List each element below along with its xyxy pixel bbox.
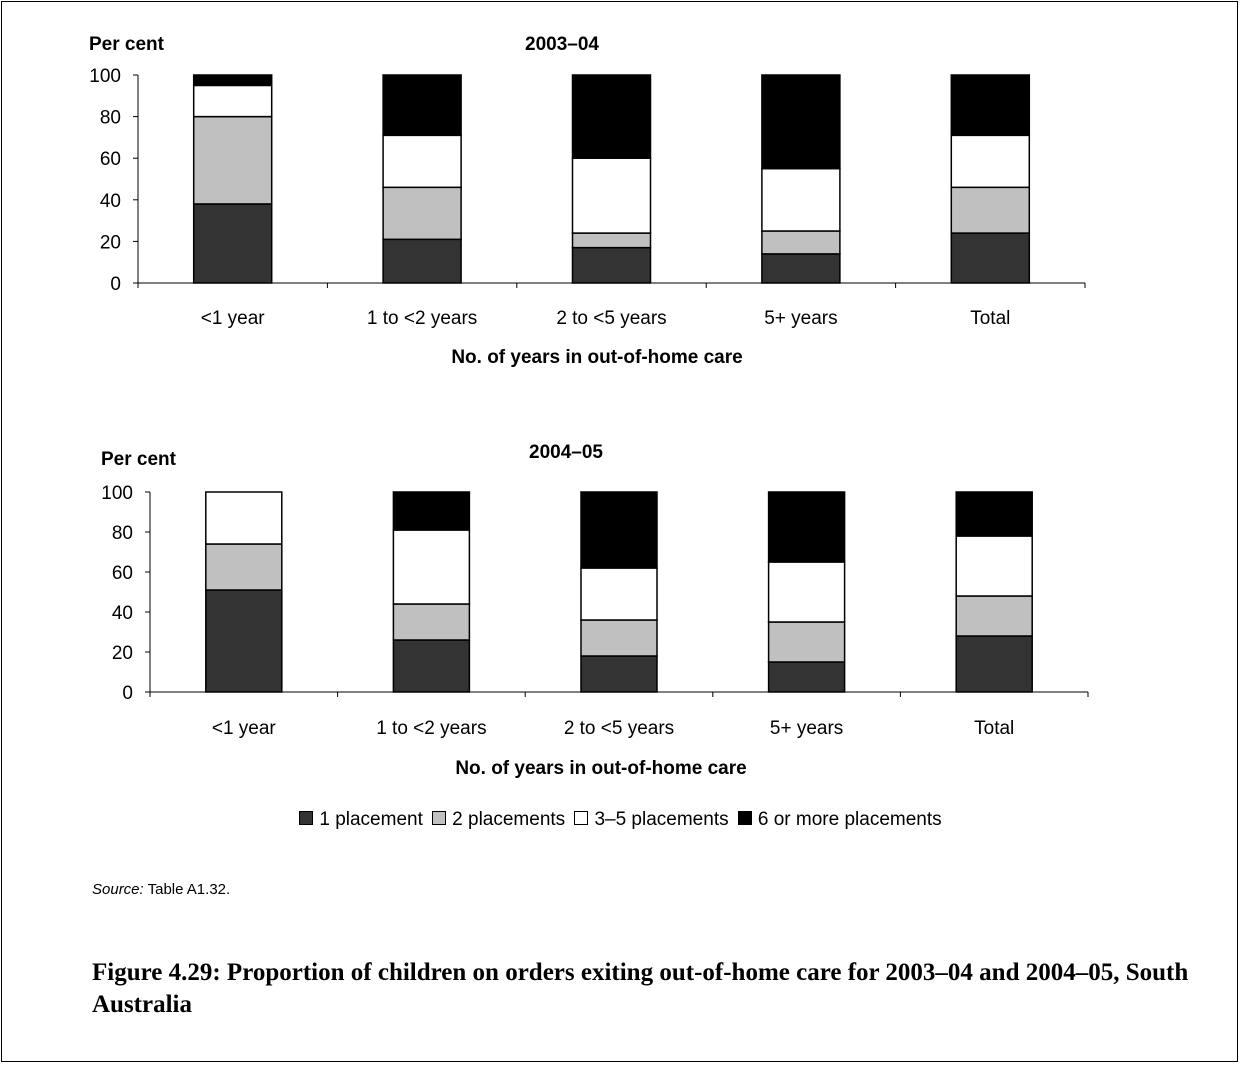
bar-segment bbox=[192, 84, 273, 118]
bar-segment bbox=[382, 74, 462, 137]
y-tick-label: 20 bbox=[100, 232, 121, 253]
legend-swatch bbox=[299, 811, 314, 825]
y-tick-label: 20 bbox=[112, 643, 133, 664]
bar-segment bbox=[382, 134, 462, 189]
legend-item: 2 placements bbox=[432, 809, 565, 831]
bar-segment bbox=[761, 167, 841, 232]
source-note: Source: Table A1.32. bbox=[92, 881, 230, 898]
bar-segment bbox=[392, 529, 471, 605]
bar-segment bbox=[392, 603, 471, 641]
bar-segment bbox=[382, 238, 462, 284]
legend-item: 1 placement bbox=[299, 809, 423, 831]
chart-title: 2004–05 bbox=[529, 442, 603, 463]
legend-item: 3–5 placements bbox=[574, 809, 729, 831]
legend-item: 6 or more placements bbox=[737, 809, 942, 831]
chart-2003-04: 2003–04 Per cent 0 20 40 60 80 100 <1 year 1 to <… bbox=[89, 34, 1086, 368]
legend-swatch bbox=[737, 811, 752, 825]
x-category-label: 2 to <5 years bbox=[564, 718, 674, 739]
y-tick-label: 0 bbox=[122, 683, 133, 704]
x-category-label: 5+ years bbox=[764, 308, 837, 329]
x-category-label: <1 year bbox=[212, 718, 277, 739]
chart-2004-05: 2004–05 Per cent 0 20 40 60 80 100 <1 year 1 to <… bbox=[101, 442, 1089, 779]
bar-segment bbox=[950, 134, 1031, 189]
source-text: Table A1.32. bbox=[143, 881, 231, 898]
bar-segment bbox=[205, 491, 283, 545]
y-tick-label: 60 bbox=[100, 149, 121, 170]
legend-swatch bbox=[574, 811, 589, 825]
bar-segment bbox=[955, 491, 1033, 537]
x-category-label: 5+ years bbox=[770, 718, 843, 739]
bar-segment bbox=[767, 621, 846, 663]
bar-segment bbox=[580, 567, 658, 621]
y-tick-label: 0 bbox=[110, 274, 121, 295]
x-category-label: Total bbox=[974, 718, 1014, 739]
x-axis-label: No. of years in out-of-home care bbox=[455, 758, 746, 779]
bar-segment bbox=[382, 186, 462, 241]
chart-legend: 1 placement 2 placements 3–5 placements … bbox=[0, 809, 1241, 831]
bar-segment bbox=[580, 655, 658, 693]
bar-segment bbox=[580, 491, 658, 569]
bar-segment bbox=[767, 491, 846, 563]
bar-segment bbox=[955, 595, 1033, 637]
bar-segment bbox=[761, 253, 841, 284]
bar-segment bbox=[761, 74, 841, 170]
y-axis-label: Per cent bbox=[89, 34, 165, 55]
bar-segment bbox=[767, 661, 846, 693]
bar-segment bbox=[761, 230, 841, 255]
bar-segment bbox=[767, 561, 846, 623]
y-tick-label: 40 bbox=[112, 603, 133, 624]
x-category-label: 2 to <5 years bbox=[556, 308, 666, 329]
bar-segment bbox=[205, 589, 283, 693]
y-tick-label: 80 bbox=[112, 523, 133, 544]
bar-segment bbox=[950, 74, 1031, 137]
x-category-label: 1 to <2 years bbox=[367, 308, 477, 329]
chart-title: 2003–04 bbox=[525, 34, 599, 55]
y-tick-label: 100 bbox=[89, 66, 121, 87]
bar-segment bbox=[955, 635, 1033, 693]
bar-segment bbox=[580, 619, 658, 657]
figure-caption: Figure 4.29: Proportion of children on o… bbox=[92, 959, 1189, 1018]
bar-segment bbox=[392, 491, 471, 531]
bar-segment bbox=[192, 203, 273, 284]
bar-segment bbox=[571, 246, 652, 284]
legend-label: 3–5 placements bbox=[594, 809, 729, 830]
bar-segment bbox=[950, 232, 1031, 284]
bar-segment bbox=[205, 543, 283, 591]
legend-label: 1 placement bbox=[319, 809, 423, 830]
bar-segment bbox=[192, 115, 273, 205]
legend-label: 6 or more placements bbox=[757, 809, 942, 830]
legend-swatch bbox=[432, 811, 447, 825]
bar-segment bbox=[392, 639, 471, 693]
source-prefix: Source: bbox=[92, 881, 144, 898]
x-category-label: Total bbox=[970, 308, 1010, 329]
y-tick-label: 80 bbox=[100, 108, 121, 129]
bar-segment bbox=[955, 535, 1033, 597]
y-tick-label: 60 bbox=[112, 563, 133, 584]
x-category-label: 1 to <2 years bbox=[376, 718, 486, 739]
y-tick-label: 40 bbox=[100, 191, 121, 212]
bar-segment bbox=[571, 157, 652, 234]
bar-segment bbox=[950, 186, 1031, 234]
bar-segment bbox=[571, 232, 652, 249]
bar-segment bbox=[192, 74, 273, 87]
x-category-label: <1 year bbox=[201, 308, 266, 329]
x-axis-label: No. of years in out-of-home care bbox=[451, 347, 742, 368]
y-axis-label: Per cent bbox=[101, 449, 177, 470]
bar-segment bbox=[571, 74, 652, 159]
y-tick-label: 100 bbox=[101, 483, 133, 504]
legend-label: 2 placements bbox=[452, 809, 566, 830]
